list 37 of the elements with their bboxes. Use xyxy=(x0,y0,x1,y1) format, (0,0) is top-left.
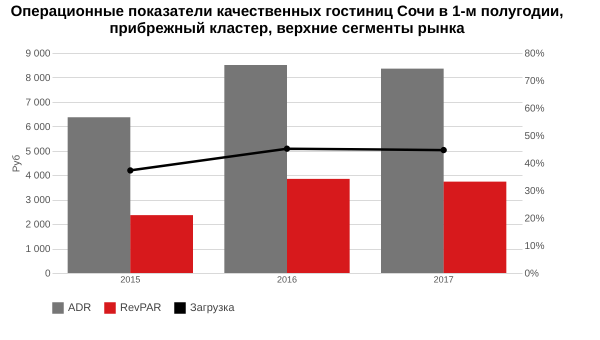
y2-tick-label: 30% xyxy=(524,186,545,197)
y-tick-label: 8 000 xyxy=(25,72,51,84)
y2-tick-label: 80% xyxy=(524,48,545,60)
x-tick-label: 2015 xyxy=(120,274,140,284)
y2-tick-label: 70% xyxy=(524,76,545,87)
bar xyxy=(130,215,193,273)
y-tick-label: 3 000 xyxy=(25,195,51,206)
y2-tick-label: 50% xyxy=(524,131,545,142)
bar xyxy=(287,178,350,273)
point xyxy=(284,146,290,152)
y-tick-label: 5 000 xyxy=(25,146,51,158)
y-tick-label: 6 000 xyxy=(25,122,51,133)
y-tick-label: 4 000 xyxy=(25,170,51,182)
y-tick-label: 0 xyxy=(44,268,51,280)
y2-tick-label: 0% xyxy=(524,268,540,280)
point xyxy=(127,167,134,174)
x-tick-label: 2017 xyxy=(434,274,454,284)
y2-tick-label: 20% xyxy=(524,214,545,224)
point xyxy=(440,146,447,154)
bar xyxy=(444,182,506,273)
bar xyxy=(381,68,444,273)
text: прибрежный кластер, верхние сегменты рынка xyxy=(109,20,465,37)
legend-label: RevPAR xyxy=(120,302,162,314)
y-axis-title: Руб xyxy=(11,154,22,172)
y2-tick-label: 40% xyxy=(524,158,545,170)
x-tick-label: 2016 xyxy=(276,274,298,284)
y-tick-label: 2 000 xyxy=(25,220,51,231)
text: Операционные показатели качественных гостиниц Сочи в 1-м полугодии, xyxy=(10,3,564,20)
legend-label: ADR xyxy=(68,302,92,314)
y-tick-label: 1 000 xyxy=(25,244,51,256)
legend-label: Загрузка xyxy=(190,302,236,314)
y2-tick-label: 10% xyxy=(524,241,545,252)
y-tick-label: 7 000 xyxy=(25,97,51,108)
bar xyxy=(224,64,287,273)
y-tick-label: 9 000 xyxy=(25,48,51,60)
y2-tick-label: 60% xyxy=(524,104,545,114)
bar xyxy=(68,117,130,273)
